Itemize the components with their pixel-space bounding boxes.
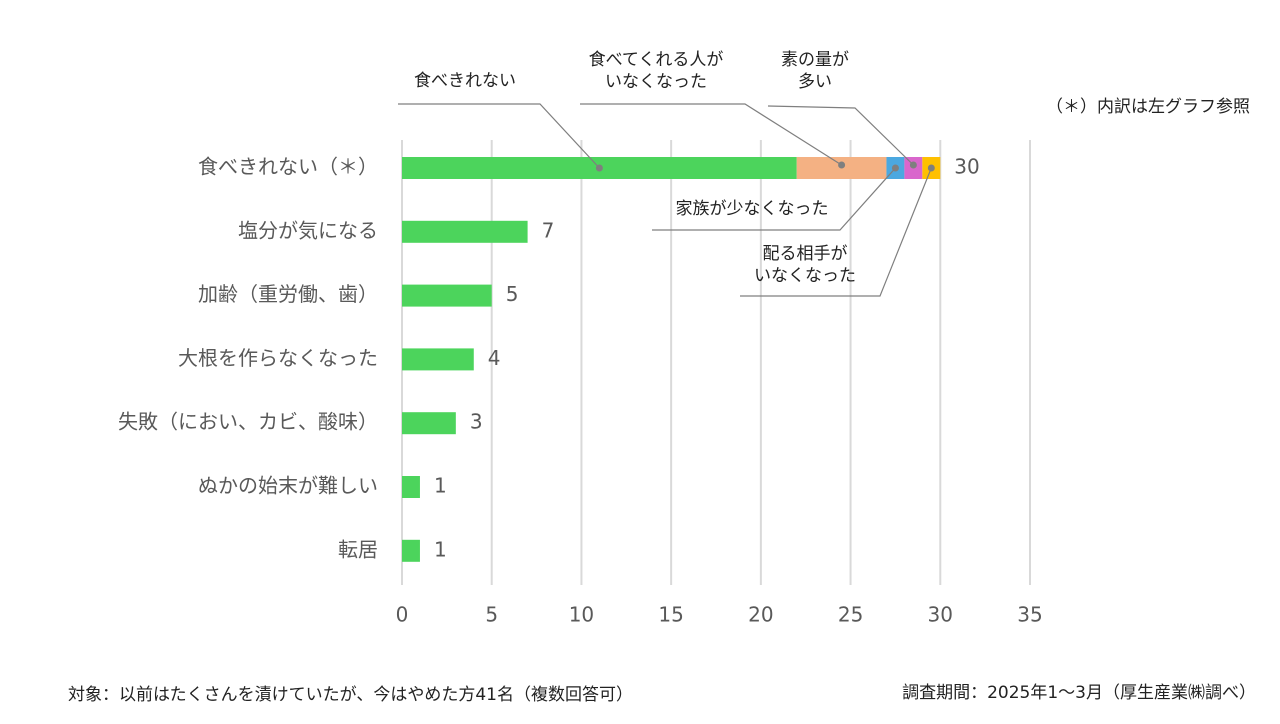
footnote-right: 調査期間：2025年1～3月（厚生産業㈱調べ） xyxy=(902,683,1256,703)
callout-line xyxy=(580,103,842,166)
callout-label: 配る相手が いなくなった xyxy=(754,244,856,286)
total-label: 7 xyxy=(542,218,555,242)
callout-line xyxy=(740,167,932,297)
bar-segment xyxy=(402,220,528,243)
category-label: ぬかの始末が難しい xyxy=(198,474,378,498)
x-tick-label: 0 xyxy=(396,603,409,627)
bar-segment xyxy=(402,284,492,307)
callout-line xyxy=(652,167,896,231)
bar-segment xyxy=(402,476,420,498)
bar-segment xyxy=(402,539,420,562)
callout-dot xyxy=(891,164,899,172)
total-label: 30 xyxy=(954,155,979,179)
callout-dot xyxy=(595,164,603,172)
callout-label: 食べきれない xyxy=(414,71,516,91)
callout-label: 素の量が 多い xyxy=(781,50,849,92)
category-label: 食べきれない（＊） xyxy=(198,155,378,179)
total-label: 4 xyxy=(488,346,501,370)
callout-dot xyxy=(927,164,935,172)
callout-dot xyxy=(909,161,917,169)
category-label: 加齢（重労働、歯） xyxy=(198,282,378,306)
x-tick-label: 30 xyxy=(928,603,953,627)
category-label: 転居 xyxy=(338,537,378,561)
x-tick-label: 25 xyxy=(838,603,863,627)
callout-line xyxy=(767,105,914,166)
category-label: 失敗（におい、カビ、酸味） xyxy=(118,410,378,434)
callout-line xyxy=(398,103,600,169)
total-label: 1 xyxy=(434,537,447,561)
bar-segment xyxy=(402,412,456,435)
total-label: 5 xyxy=(506,282,519,306)
note: （＊）内訳は左グラフ参照 xyxy=(1046,97,1250,117)
x-tick-label: 20 xyxy=(748,603,773,627)
category-label: 塩分が気になる xyxy=(238,218,378,242)
callout-dot xyxy=(838,161,846,169)
x-tick-label: 15 xyxy=(658,603,683,627)
callout-label: 食べてくれる人が いなくなった xyxy=(588,50,724,92)
total-label: 3 xyxy=(470,410,483,434)
total-label: 1 xyxy=(434,474,447,498)
category-label: 大根を作らなくなった xyxy=(178,346,378,370)
x-tick-label: 5 xyxy=(485,603,498,627)
bar-segment xyxy=(402,348,474,371)
callout-label: 家族が少なくなった xyxy=(675,199,829,219)
x-tick-label: 10 xyxy=(569,603,594,627)
x-tick-label: 35 xyxy=(1017,603,1042,627)
footnote-left: 対象：以前はたくさんを漬けていたが、今はやめた方41名（複数回答可） xyxy=(68,685,633,705)
